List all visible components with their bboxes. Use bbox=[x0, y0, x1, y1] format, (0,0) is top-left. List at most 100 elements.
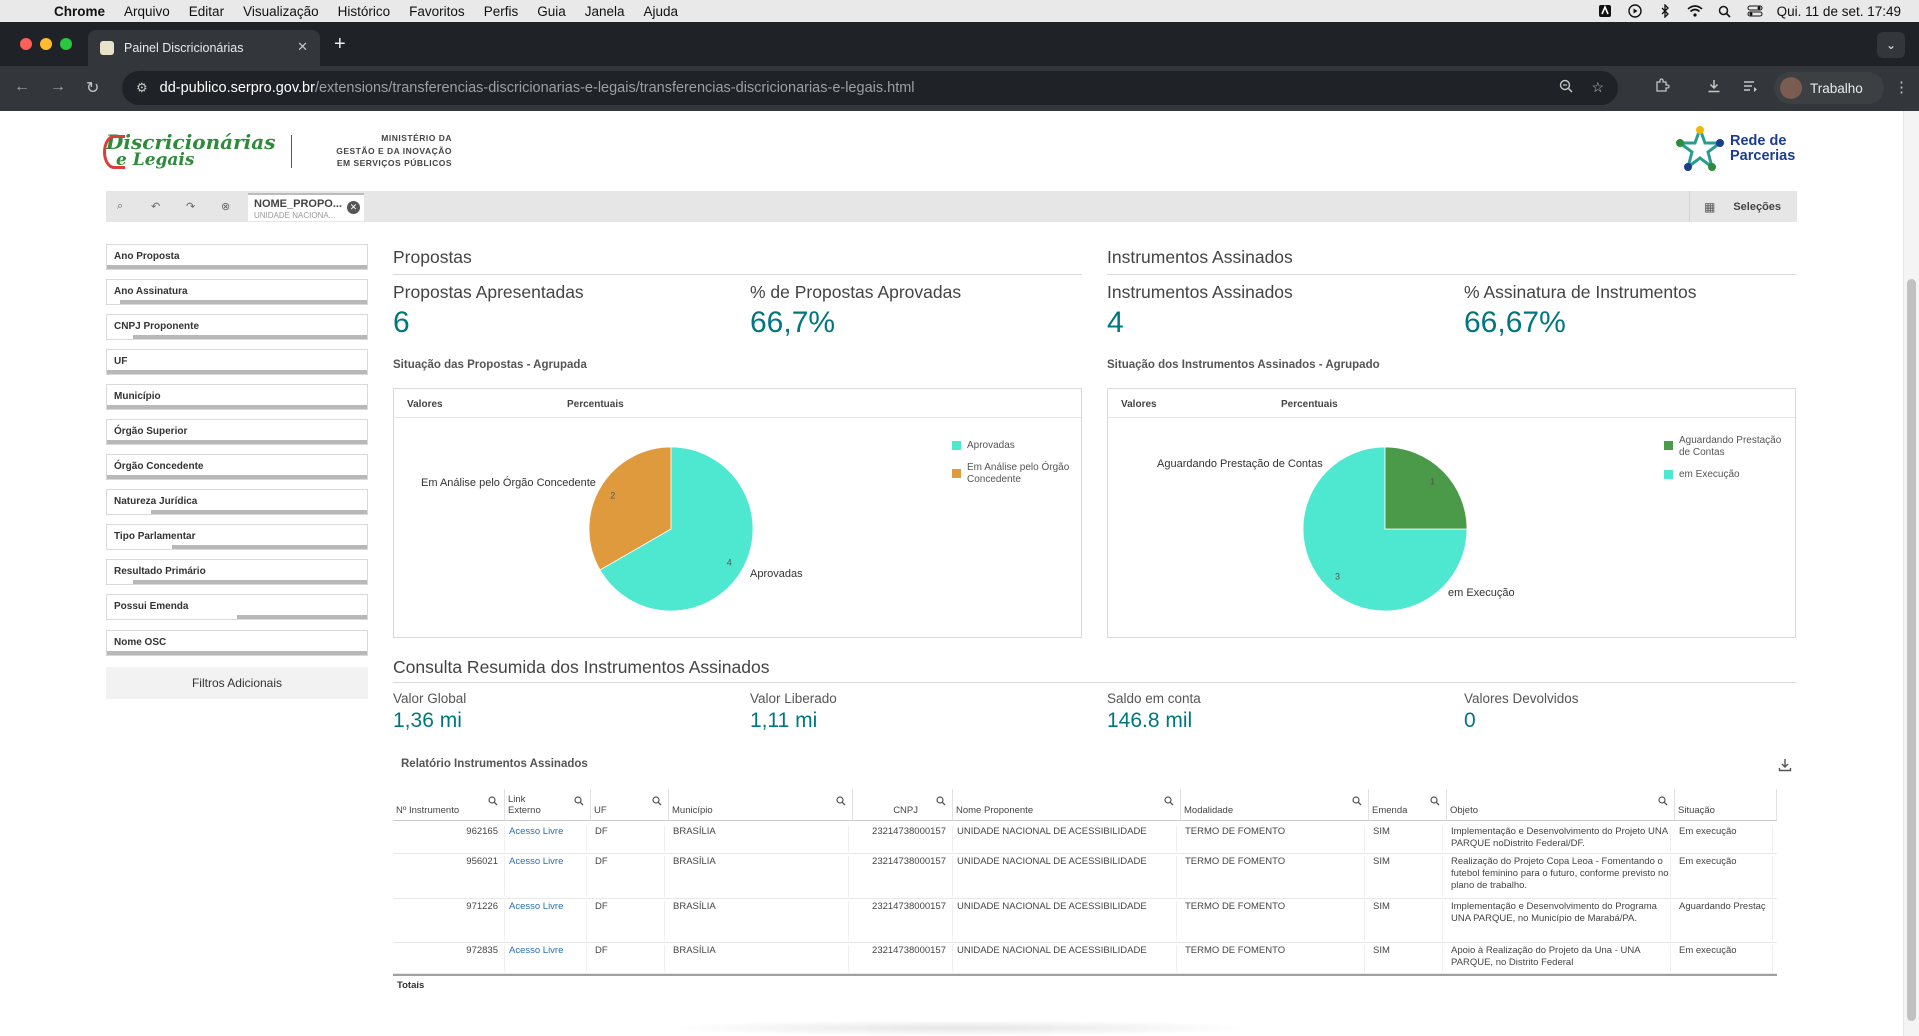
instrumentos-pie[interactable]: 31 bbox=[1108, 389, 1797, 639]
clear-selections-icon[interactable]: ⊗ bbox=[221, 201, 231, 213]
legend2-aguardando-b[interactable]: de Contas bbox=[1679, 447, 1725, 458]
more-menu-icon[interactable]: ⋮ bbox=[1894, 79, 1909, 96]
menu-guia[interactable]: Guia bbox=[537, 3, 566, 19]
tab-valores-2[interactable]: Valores bbox=[1121, 399, 1157, 410]
wifi-icon[interactable] bbox=[1687, 4, 1703, 18]
legend2-execucao[interactable]: em Execução bbox=[1679, 469, 1740, 480]
column-search-icon[interactable] bbox=[652, 796, 662, 809]
menu-visualizacao[interactable]: Visualização bbox=[243, 3, 319, 19]
pie-slice-em-execu-o[interactable] bbox=[1302, 446, 1468, 612]
column-header[interactable]: Situação bbox=[1675, 789, 1777, 821]
menu-favoritos[interactable]: Favoritos bbox=[409, 3, 465, 19]
acesso-livre-link[interactable]: Acesso Livre bbox=[509, 901, 587, 941]
play-circle-icon[interactable] bbox=[1627, 4, 1643, 18]
menu-historico[interactable]: Histórico bbox=[337, 3, 391, 19]
close-window-button[interactable] bbox=[20, 38, 32, 50]
filter-10[interactable]: Resultado Primário bbox=[106, 559, 368, 585]
filter-1[interactable]: Ano Proposta bbox=[106, 244, 368, 270]
column-header[interactable]: UF bbox=[591, 789, 669, 821]
forward-arrow-icon[interactable]: → bbox=[50, 78, 66, 95]
tab-percentuais[interactable]: Percentuais bbox=[567, 399, 624, 410]
clear-chip-icon[interactable]: ✕ bbox=[347, 201, 360, 214]
control-center-icon[interactable] bbox=[1747, 4, 1763, 18]
extensions-icon[interactable] bbox=[1654, 78, 1670, 98]
menu-arquivo[interactable]: Arquivo bbox=[124, 3, 170, 19]
filtros-adicionais-button[interactable]: Filtros Adicionais bbox=[106, 667, 368, 699]
browser-tab-active[interactable]: Painel Discricionárias ✕ bbox=[88, 30, 320, 66]
pie-slice-aguardando-presta-o-de-contas[interactable] bbox=[1384, 446, 1468, 530]
filter-9[interactable]: Tipo Parlamentar bbox=[106, 524, 368, 550]
step-back-icon[interactable]: ↶ bbox=[151, 201, 161, 213]
column-search-icon[interactable] bbox=[836, 796, 846, 809]
filter-11[interactable]: Possui Emenda bbox=[106, 594, 368, 620]
bookmark-star-icon[interactable]: ☆ bbox=[1591, 79, 1604, 95]
column-search-icon[interactable] bbox=[1430, 796, 1440, 809]
reload-icon[interactable]: ↻ bbox=[86, 80, 100, 97]
filter-6[interactable]: Órgão Superior bbox=[106, 419, 368, 445]
spotlight-search-icon[interactable] bbox=[1717, 4, 1733, 18]
column-header[interactable]: Nome Proponente bbox=[953, 789, 1181, 821]
zoom-icon[interactable] bbox=[1559, 79, 1573, 96]
menu-clock[interactable]: Qui. 11 de set. 17:49 bbox=[1776, 3, 1901, 19]
legend1-aprovadas[interactable]: Aprovadas bbox=[967, 440, 1015, 451]
legend2-aguardando-a[interactable]: Aguardando Prestação bbox=[1679, 435, 1782, 446]
acesso-livre-link[interactable]: Acesso Livre bbox=[509, 826, 587, 852]
menu-editar[interactable]: Editar bbox=[188, 3, 225, 19]
pie-slice-aprovadas[interactable] bbox=[599, 446, 754, 612]
status-a-icon[interactable] bbox=[1597, 4, 1613, 18]
column-search-icon[interactable] bbox=[574, 796, 584, 809]
scrollbar-thumb[interactable] bbox=[1907, 279, 1916, 1021]
filter-5[interactable]: Município bbox=[106, 384, 368, 410]
tab-valores[interactable]: Valores bbox=[407, 399, 443, 410]
legend1-analise-a[interactable]: Em Análise pelo Órgão bbox=[967, 462, 1070, 473]
filter-3[interactable]: CNPJ Proponente bbox=[106, 314, 368, 340]
download-icon[interactable] bbox=[1778, 758, 1792, 775]
column-header[interactable]: Emenda bbox=[1369, 789, 1447, 821]
column-search-icon[interactable] bbox=[488, 796, 498, 809]
menu-app-name[interactable]: Chrome bbox=[54, 3, 106, 19]
minimize-window-button[interactable] bbox=[40, 38, 52, 50]
selection-chip[interactable]: NOME_PROPO... UNIDADE NACIONA... ✕ bbox=[248, 193, 364, 221]
filter-12[interactable]: Nome OSC bbox=[106, 630, 368, 656]
tab-search-chevron-icon[interactable]: ⌄ bbox=[1877, 32, 1905, 58]
zoom-window-button[interactable] bbox=[60, 38, 72, 50]
filter-8[interactable]: Natureza Jurídica bbox=[106, 489, 368, 515]
column-header[interactable]: Link Externo bbox=[505, 789, 591, 821]
address-bar[interactable]: ⚙ dd-publico.serpro.gov.br/extensions/tr… bbox=[122, 71, 1618, 105]
filter-7[interactable]: Órgão Concedente bbox=[106, 454, 368, 480]
instrumentos-title: Instrumentos Assinados bbox=[1107, 247, 1293, 267]
back-arrow-icon[interactable]: ← bbox=[14, 78, 30, 95]
tab-close-icon[interactable]: ✕ bbox=[297, 39, 308, 54]
menu-janela[interactable]: Janela bbox=[584, 3, 625, 19]
column-search-icon[interactable] bbox=[1658, 796, 1668, 809]
acesso-livre-link[interactable]: Acesso Livre bbox=[509, 856, 587, 897]
downloads-icon[interactable] bbox=[1706, 78, 1722, 98]
site-info-icon[interactable]: ⚙ bbox=[136, 80, 148, 95]
column-search-icon[interactable] bbox=[1352, 796, 1362, 809]
column-search-icon[interactable] bbox=[936, 796, 946, 809]
column-header[interactable]: Nº Instrumento bbox=[393, 789, 505, 821]
column-header[interactable]: Modalidade bbox=[1181, 789, 1369, 821]
menu-perfis[interactable]: Perfis bbox=[483, 3, 519, 19]
acesso-livre-link[interactable]: Acesso Livre bbox=[509, 945, 587, 972]
column-search-icon[interactable] bbox=[1164, 796, 1174, 809]
bluetooth-icon[interactable] bbox=[1657, 4, 1673, 18]
menu-ajuda[interactable]: Ajuda bbox=[643, 3, 679, 19]
reading-list-icon[interactable] bbox=[1742, 78, 1758, 98]
smart-search-icon[interactable]: ⌕ bbox=[117, 200, 124, 212]
filter-2[interactable]: Ano Assinatura bbox=[106, 279, 368, 305]
column-header[interactable]: CNPJ bbox=[853, 789, 953, 821]
filter-4[interactable]: UF bbox=[106, 349, 368, 375]
profile-button[interactable]: Trabalho bbox=[1774, 72, 1884, 104]
selections-tool[interactable]: ▦ Seleções bbox=[1689, 191, 1797, 222]
page-scrollbar[interactable] bbox=[1903, 111, 1919, 1036]
table-cell: Apoio à Realização do Projeto da Una - U… bbox=[1451, 945, 1671, 972]
step-forward-icon[interactable]: ↷ bbox=[186, 201, 196, 213]
legend1-analise-b[interactable]: Concedente bbox=[967, 474, 1021, 485]
tab-percentuais-2[interactable]: Percentuais bbox=[1281, 399, 1338, 410]
column-header[interactable]: Objeto bbox=[1447, 789, 1675, 821]
new-tab-plus-icon[interactable]: + bbox=[334, 33, 346, 55]
column-header[interactable]: Município bbox=[669, 789, 853, 821]
propostas-pie[interactable]: 42 bbox=[394, 389, 1083, 639]
pie-slice-em-an-lise-pelo-rg-o-concedente[interactable] bbox=[588, 446, 672, 571]
